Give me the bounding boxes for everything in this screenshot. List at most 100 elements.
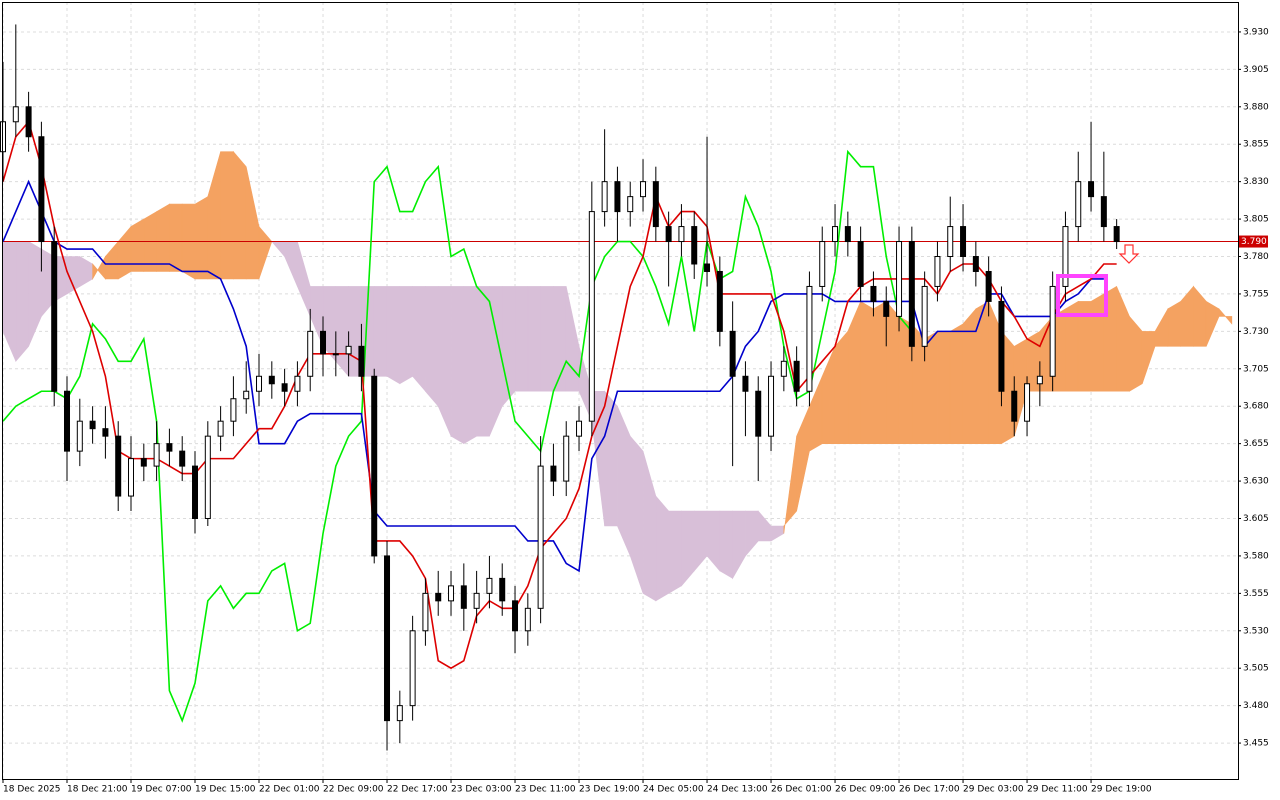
cloud-segment <box>885 300 900 444</box>
candle-body <box>780 360 787 377</box>
candle-body <box>742 375 749 392</box>
candle-body <box>563 435 570 482</box>
candle-body <box>793 360 800 392</box>
candle-body <box>806 285 813 392</box>
cloud-segment <box>156 203 170 272</box>
candle-body <box>1088 181 1095 198</box>
y-tick-label: 3.680 <box>1243 402 1269 412</box>
candle-body <box>281 383 288 392</box>
y-tick-label: 3.930 <box>1243 27 1269 37</box>
cloud-segment <box>937 331 951 444</box>
cloud-segment <box>463 286 477 445</box>
candle-body <box>473 592 480 609</box>
candle-body <box>128 458 135 497</box>
candle-body <box>294 375 301 392</box>
y-tick-label: 3.480 <box>1243 701 1269 711</box>
x-tick-label: 26 Dec 09:00 <box>835 785 896 795</box>
candle-body <box>102 428 109 437</box>
y-tick-label: 3.905 <box>1243 65 1269 75</box>
candle-body <box>499 577 506 602</box>
candle-body <box>512 600 519 632</box>
y-tick-label: 3.730 <box>1243 327 1269 337</box>
candle-body <box>704 263 711 272</box>
candle-body <box>755 390 762 437</box>
candle-body <box>627 196 634 213</box>
candle-body <box>115 435 122 497</box>
y-tick-label: 3.705 <box>1243 364 1269 374</box>
candle-body <box>896 241 903 317</box>
candle-body <box>435 592 442 602</box>
candle-body <box>550 465 557 482</box>
y-tick-label: 3.880 <box>1243 102 1269 112</box>
candle-body <box>371 375 378 557</box>
x-tick-label: 23 Dec 03:00 <box>451 785 512 795</box>
candle-body <box>537 465 544 609</box>
cloud-segment <box>450 286 465 445</box>
candle-body <box>588 211 595 422</box>
y-tick-label: 3.455 <box>1243 739 1269 749</box>
candle-body <box>1075 181 1082 228</box>
candle-body <box>76 420 83 452</box>
y-tick-label: 3.755 <box>1243 289 1269 299</box>
cloud-segment <box>834 330 849 444</box>
candle-body <box>614 181 621 213</box>
cloud-segment <box>975 300 989 444</box>
last-price-label: 3.790 <box>1241 237 1267 247</box>
candle-body <box>179 450 186 467</box>
candle-body <box>524 607 531 632</box>
x-tick-label: 26 Dec 17:00 <box>899 785 960 795</box>
candle-body <box>320 330 327 355</box>
candle-body <box>307 330 314 377</box>
x-tick-label: 22 Dec 01:00 <box>259 785 320 795</box>
candle-body <box>576 420 583 437</box>
candle-body <box>51 241 58 392</box>
cloud-segment <box>1090 293 1105 392</box>
candle-body <box>972 256 979 272</box>
cloud-segment <box>412 286 426 393</box>
cloud-segment <box>527 286 541 392</box>
indicator-line <box>2 120 1117 670</box>
cloud-segment <box>220 151 234 280</box>
candle-body <box>358 345 365 377</box>
candle-body <box>396 705 403 722</box>
cloud-segment <box>425 286 439 408</box>
candle-body <box>652 181 659 228</box>
candle-body <box>640 181 647 198</box>
candle-body <box>985 270 992 302</box>
candle-body <box>832 226 839 243</box>
candle-body <box>1011 390 1018 422</box>
y-tick-label: 3.530 <box>1243 626 1269 636</box>
candle-body <box>947 226 954 258</box>
candle-body <box>345 345 352 355</box>
x-tick-label: 29 Dec 11:00 <box>1027 785 1088 795</box>
candle-body <box>256 375 263 392</box>
candle-body <box>870 285 877 302</box>
cloud-segment <box>15 241 29 363</box>
cloud-segment <box>373 286 388 377</box>
cloud-segment <box>962 308 977 444</box>
candle-body <box>38 136 45 243</box>
y-tick-label: 3.555 <box>1243 589 1269 599</box>
candle-body <box>768 375 775 437</box>
axes: 3.455 3.480 3.505 3.530 3.555 3.580 3.605 3.630… <box>2 27 1269 795</box>
candle-body <box>153 443 160 467</box>
cloud-segment <box>873 300 887 444</box>
candle-body <box>140 458 147 467</box>
y-tick-label: 3.630 <box>1243 477 1269 487</box>
candle-body <box>204 435 211 520</box>
plot-frame <box>2 2 1239 780</box>
x-tick-label: 29 Dec 19:00 <box>1091 785 1152 795</box>
candle-body <box>89 420 96 430</box>
candle-body <box>486 577 493 594</box>
x-tick-label: 24 Dec 05:00 <box>643 785 704 795</box>
candle-body <box>1049 285 1056 377</box>
highlight-box <box>1056 274 1108 317</box>
candle-body <box>230 398 237 422</box>
candle-body <box>819 241 826 287</box>
candle-body <box>678 226 685 243</box>
candle-body <box>409 630 416 707</box>
cloud-segment <box>386 286 401 385</box>
